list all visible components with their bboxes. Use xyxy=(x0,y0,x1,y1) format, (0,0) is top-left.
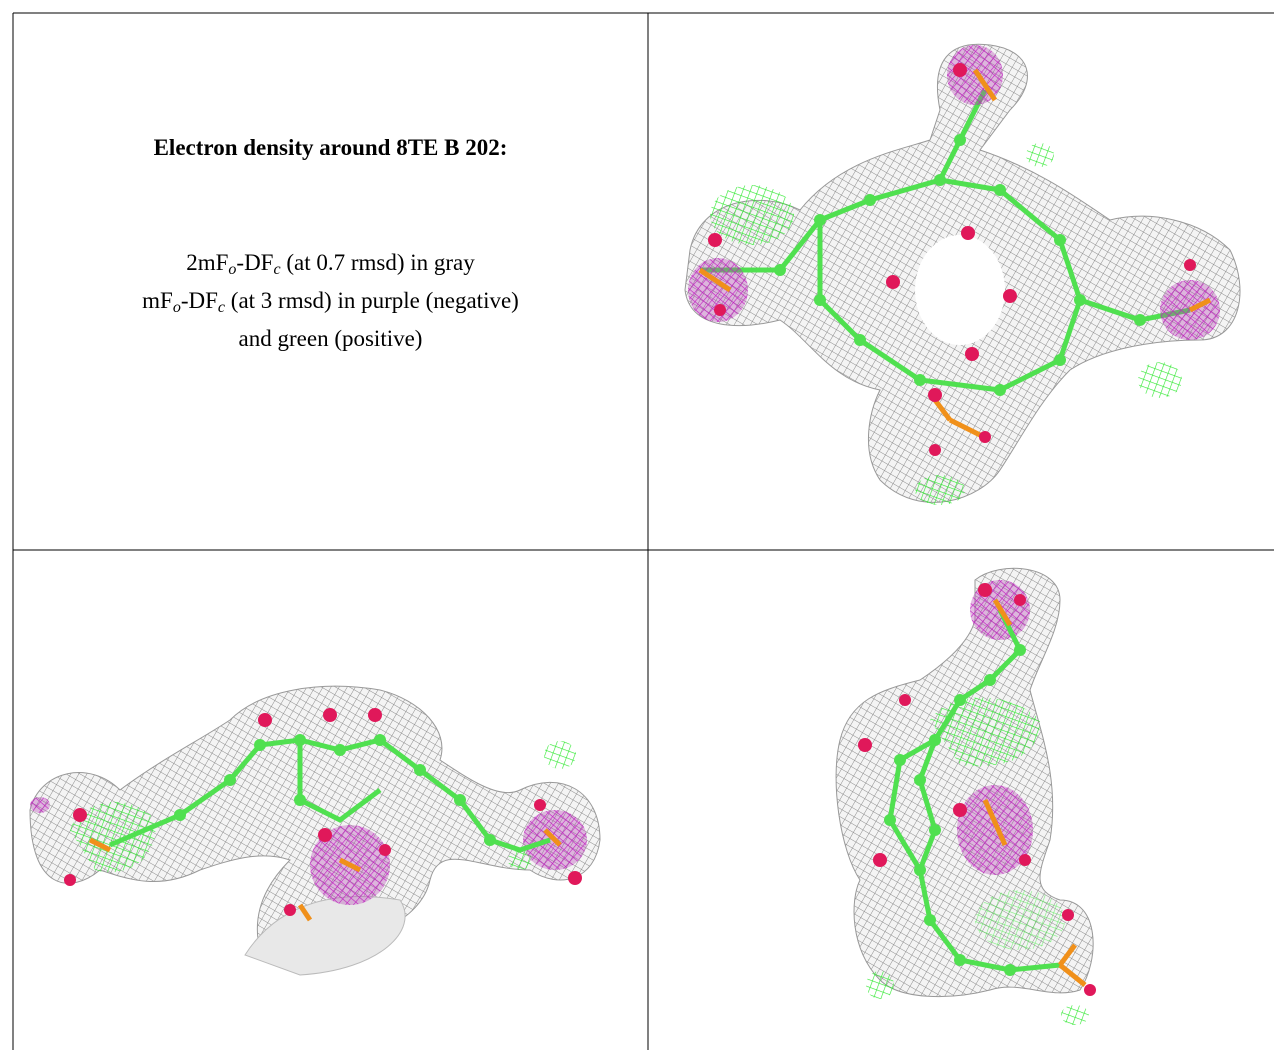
caption-title: Electron density around 8TE B 202: xyxy=(153,135,508,160)
text-run: 2mF xyxy=(186,250,229,275)
density-view-end xyxy=(835,567,1096,1025)
caption-line: 2mFo-DFc (at 0.7 rmsd) in gray xyxy=(13,250,648,279)
text-run: (at 0.7 rmsd) in gray xyxy=(280,250,475,275)
subscript: c xyxy=(273,261,281,278)
subscript: o xyxy=(172,299,181,316)
text-run: and green (positive) xyxy=(238,326,423,351)
caption-line: and green (positive) xyxy=(13,326,648,352)
caption-line: mFo-DFc (at 3 rmsd) in purple (negative) xyxy=(13,288,648,317)
density-view-top xyxy=(684,43,1241,505)
density-view-side xyxy=(29,685,601,976)
subscript: o xyxy=(228,261,237,278)
text-run: mF xyxy=(142,288,173,313)
subscript: c xyxy=(217,299,226,316)
table-borders xyxy=(12,12,1274,1050)
text-run: -DF xyxy=(180,288,218,313)
text-run: (at 3 rmsd) in purple (negative) xyxy=(225,288,519,313)
text-run: -DF xyxy=(236,250,274,275)
